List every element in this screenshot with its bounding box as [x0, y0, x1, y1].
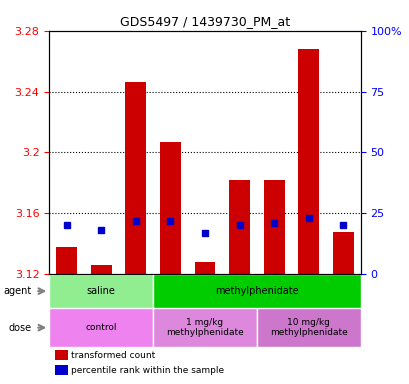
Bar: [125, 83, 146, 274]
Text: dose: dose: [9, 323, 32, 333]
Text: transformed count: transformed count: [71, 351, 155, 360]
Text: agent: agent: [4, 286, 32, 296]
Bar: [263, 180, 284, 274]
Text: percentile rank within the sample: percentile rank within the sample: [71, 366, 224, 375]
Bar: [229, 180, 249, 274]
Text: saline: saline: [86, 286, 115, 296]
Bar: [194, 262, 215, 274]
Bar: [56, 247, 77, 274]
Bar: [160, 142, 180, 274]
Bar: [298, 49, 319, 274]
Bar: [332, 232, 353, 274]
Text: methylphenidate: methylphenidate: [215, 286, 298, 296]
FancyBboxPatch shape: [49, 274, 153, 308]
Bar: [55, 365, 68, 375]
Text: control: control: [85, 323, 117, 332]
Title: GDS5497 / 1439730_PM_at: GDS5497 / 1439730_PM_at: [120, 15, 289, 28]
Text: 10 mg/kg
methylphenidate: 10 mg/kg methylphenidate: [270, 318, 347, 337]
Bar: [55, 350, 68, 360]
FancyBboxPatch shape: [153, 274, 360, 308]
FancyBboxPatch shape: [256, 308, 360, 347]
Bar: [90, 265, 111, 274]
FancyBboxPatch shape: [153, 308, 256, 347]
FancyBboxPatch shape: [49, 308, 153, 347]
Text: 1 mg/kg
methylphenidate: 1 mg/kg methylphenidate: [166, 318, 243, 337]
